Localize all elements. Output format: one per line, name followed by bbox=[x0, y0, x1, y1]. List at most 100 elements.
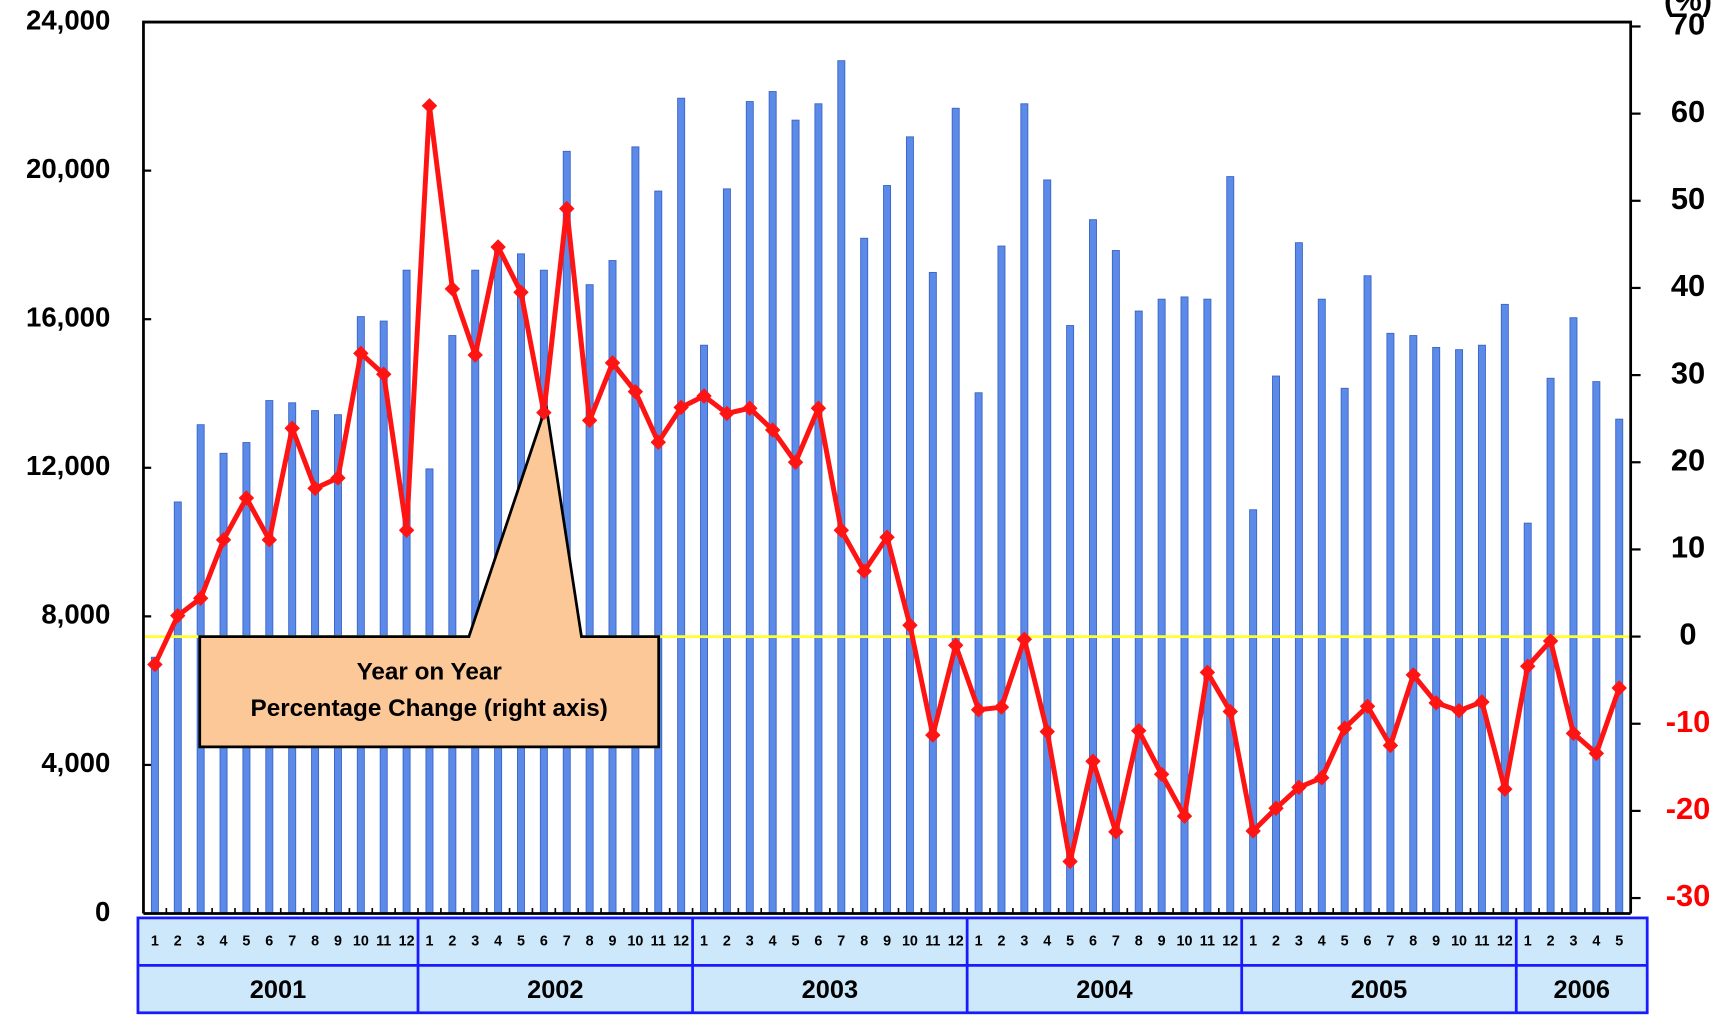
callout bbox=[198, 405, 661, 749]
x-tick-label: 10 bbox=[1177, 933, 1193, 949]
x-tick-label: 4 bbox=[1043, 933, 1051, 949]
marker bbox=[1268, 800, 1284, 817]
bar bbox=[1386, 332, 1395, 914]
x-tick-label: 3 bbox=[471, 933, 479, 949]
bar bbox=[1592, 381, 1601, 914]
marker bbox=[375, 366, 392, 382]
x-tick-label: 11 bbox=[1474, 933, 1489, 949]
x-tick-label: 3 bbox=[1569, 933, 1577, 949]
bar bbox=[1066, 325, 1075, 914]
marker bbox=[970, 702, 987, 718]
x-tick-label: 9 bbox=[334, 933, 342, 949]
bar bbox=[1500, 303, 1509, 914]
marker bbox=[444, 281, 461, 297]
y-tick-label: 4,000 bbox=[41, 747, 110, 778]
group-label: 2001 bbox=[250, 976, 306, 1004]
bar bbox=[1432, 346, 1441, 914]
x-tick-label: 12 bbox=[1222, 933, 1238, 949]
x-tick-label: 5 bbox=[1066, 933, 1074, 949]
marker bbox=[925, 727, 941, 743]
y-tick-label: 8,000 bbox=[41, 599, 110, 630]
x-tick-label: 11 bbox=[925, 933, 940, 949]
marker bbox=[559, 200, 575, 217]
bar bbox=[1569, 317, 1578, 914]
marker bbox=[742, 400, 758, 416]
y2-tick-label: 10 bbox=[1671, 530, 1705, 565]
x-tick-label: 4 bbox=[769, 933, 777, 949]
bar bbox=[1020, 103, 1029, 914]
x-tick-label: 3 bbox=[197, 933, 205, 949]
x-tick-label: 12 bbox=[948, 933, 964, 949]
marker bbox=[719, 405, 735, 422]
y-tick-label: 0 bbox=[95, 896, 110, 927]
marker bbox=[902, 617, 918, 633]
marker bbox=[581, 412, 598, 429]
x-tick-label: 5 bbox=[242, 933, 250, 949]
x-tick-label: 8 bbox=[860, 933, 868, 949]
bar bbox=[654, 190, 663, 914]
x-tick-label: 1 bbox=[1524, 933, 1532, 949]
marker bbox=[1291, 779, 1307, 796]
marker bbox=[353, 345, 369, 362]
bar bbox=[768, 91, 777, 914]
bar bbox=[402, 269, 411, 914]
marker bbox=[1062, 853, 1078, 870]
bar bbox=[1157, 298, 1166, 914]
y2-tick-label: 0 bbox=[1679, 617, 1696, 652]
x-tick-label: 9 bbox=[1158, 933, 1166, 949]
group-label: 2002 bbox=[527, 976, 583, 1004]
x-tick-label: 4 bbox=[494, 933, 502, 949]
x-tick-label: 11 bbox=[376, 933, 391, 949]
marker bbox=[993, 699, 1010, 715]
marker bbox=[307, 480, 323, 497]
y2-tick-label: -30 bbox=[1666, 878, 1711, 913]
marker bbox=[1314, 770, 1330, 786]
bar bbox=[379, 320, 388, 914]
bar bbox=[745, 101, 754, 914]
marker bbox=[513, 284, 529, 301]
bar bbox=[1226, 176, 1235, 914]
marker bbox=[1474, 694, 1490, 710]
marker bbox=[284, 420, 300, 436]
marker bbox=[421, 98, 438, 114]
marker bbox=[810, 400, 827, 416]
y2-tick-label: 60 bbox=[1671, 94, 1705, 129]
y2-tick-label: 50 bbox=[1671, 181, 1705, 216]
bar bbox=[997, 245, 1006, 914]
x-tick-label: 2 bbox=[1547, 933, 1555, 949]
annotation-text: Percentage Change (right axis) bbox=[251, 695, 608, 722]
marker bbox=[1245, 823, 1261, 839]
y-tick-label: 24,000 bbox=[26, 4, 110, 35]
group-label: 2005 bbox=[1351, 976, 1407, 1004]
bar bbox=[928, 271, 937, 914]
x-tick-label: 1 bbox=[975, 933, 983, 949]
bar bbox=[1523, 522, 1532, 914]
marker bbox=[1108, 824, 1124, 840]
y2-tick-label: -10 bbox=[1666, 704, 1711, 739]
y2-axis-label: (%) bbox=[1664, 0, 1712, 17]
x-tick-label: 4 bbox=[1592, 933, 1600, 949]
marker bbox=[787, 454, 804, 470]
y-tick-label: 12,000 bbox=[26, 450, 110, 481]
x-tick-label: 6 bbox=[1364, 933, 1372, 949]
bar bbox=[1409, 335, 1418, 914]
marker bbox=[1542, 633, 1559, 649]
marker bbox=[398, 522, 415, 538]
x-tick-label: 7 bbox=[288, 933, 296, 949]
bar bbox=[471, 269, 480, 914]
x-tick-label: 6 bbox=[814, 933, 822, 949]
marker bbox=[856, 563, 872, 579]
plot-frame bbox=[142, 20, 1633, 914]
x-tick-label: 8 bbox=[1409, 933, 1417, 949]
marker bbox=[1497, 781, 1513, 797]
x-tick-label: 9 bbox=[1432, 933, 1440, 949]
marker bbox=[673, 399, 689, 416]
x-tick-label: 4 bbox=[1318, 933, 1326, 949]
x-tick-label: 10 bbox=[1451, 933, 1467, 949]
x-tick-label: 2 bbox=[448, 933, 456, 949]
bar bbox=[1294, 242, 1303, 914]
x-tick-label: 10 bbox=[353, 933, 369, 949]
x-tick-label: 12 bbox=[673, 933, 689, 949]
x-tick-label: 2 bbox=[1272, 933, 1280, 949]
x-tick-label: 6 bbox=[1089, 933, 1097, 949]
